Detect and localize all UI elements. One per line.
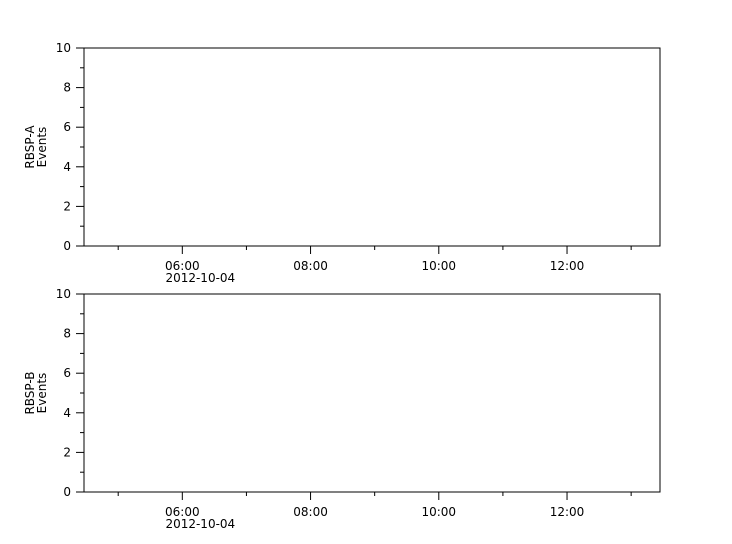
y-axis-label: RBSP-A — [23, 125, 37, 169]
x-date-label: 2012-10-04 — [165, 271, 235, 285]
y-tick-label: 4 — [63, 160, 71, 174]
y-tick-label: 8 — [63, 327, 71, 341]
y-axis-label: Events — [35, 373, 49, 414]
x-tick-label: 08:00 — [293, 259, 328, 273]
x-tick-label: 06:00 — [165, 505, 200, 519]
y-tick-label: 8 — [63, 81, 71, 95]
y-tick-label: 0 — [63, 239, 71, 253]
y-tick-label: 4 — [63, 406, 71, 420]
x-tick-label: 08:00 — [293, 505, 328, 519]
y-tick-label: 2 — [63, 445, 71, 459]
y-tick-label: 10 — [56, 41, 71, 55]
y-tick-label: 6 — [63, 366, 71, 380]
y-axis-label: RBSP-B — [23, 371, 37, 414]
x-tick-label: 10:00 — [421, 259, 456, 273]
x-tick-label: 12:00 — [550, 505, 585, 519]
y-axis-label: Events — [35, 127, 49, 168]
x-tick-label: 10:00 — [421, 505, 456, 519]
x-tick-label: 12:00 — [550, 259, 585, 273]
x-date-label: 2012-10-04 — [165, 517, 235, 531]
x-tick-label: 06:00 — [165, 259, 200, 273]
plot-frame — [83, 47, 661, 247]
y-tick-label: 6 — [63, 120, 71, 134]
y-tick-label: 2 — [63, 199, 71, 213]
plot-frame — [83, 293, 661, 493]
y-tick-label: 0 — [63, 485, 71, 499]
y-tick-label: 10 — [56, 287, 71, 301]
